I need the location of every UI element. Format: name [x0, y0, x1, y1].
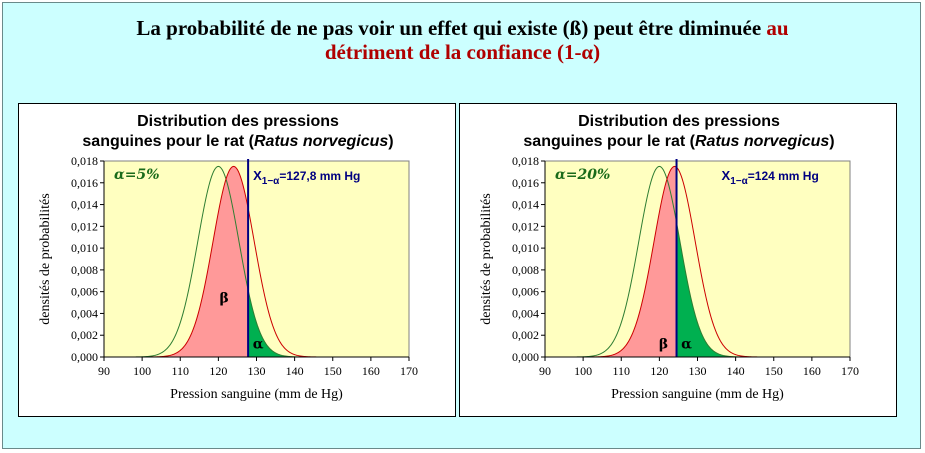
chart-title-part: sanguines pour le rat (	[82, 133, 254, 150]
chart-title-part: )	[388, 133, 393, 150]
x-tick-label: 140	[286, 364, 304, 378]
y-tick-label: 0,018	[512, 154, 539, 168]
critical-label-sub: 1−α	[262, 176, 280, 187]
alpha-level-label: α=5%	[114, 167, 160, 183]
critical-value-label: X1−α=127,8 mm Hg	[253, 168, 360, 187]
alpha-level-label: α=20%	[555, 167, 610, 183]
chart-title-line2: sanguines pour le rat (Ratus norvegicus)	[523, 133, 834, 150]
chart-title-line1: Distribution des pressions	[578, 113, 780, 130]
beta-area	[545, 166, 677, 357]
chart-title-part: )	[829, 133, 834, 150]
critical-label-x: X	[722, 168, 731, 183]
critical-label-value: =124 mm Hg	[748, 169, 819, 183]
beta-label: β	[219, 291, 228, 307]
chart-title-line2: sanguines pour le rat (Ratus norvegicus)	[82, 133, 393, 150]
y-tick-label: 0,006	[512, 285, 539, 299]
y-tick-label: 0,014	[71, 198, 98, 212]
x-axis-label: Pression sanguine (mm de Hg)	[611, 387, 784, 402]
title-line2: détriment de la confiance (1-α)	[324, 40, 601, 64]
y-tick-label: 0,016	[512, 176, 539, 190]
alpha-area	[676, 222, 850, 357]
x-tick-label: 90	[539, 364, 551, 378]
x-tick-label: 150	[765, 364, 783, 378]
x-tick-label: 140	[727, 364, 745, 378]
alpha-label: α	[253, 336, 264, 352]
alpha-label: α	[681, 336, 692, 352]
y-tick-label: 0,002	[71, 328, 98, 342]
x-tick-label: 160	[803, 364, 821, 378]
x-tick-label: 110	[171, 364, 189, 378]
x-tick-label: 100	[574, 364, 592, 378]
y-tick-label: 0,002	[512, 328, 539, 342]
alpha-area	[248, 289, 409, 357]
x-tick-label: 110	[612, 364, 630, 378]
beta-label: β	[659, 336, 668, 352]
x-tick-label: 90	[98, 364, 110, 378]
y-tick-label: 0,012	[512, 219, 539, 233]
y-tick-label: 0,004	[512, 306, 539, 320]
chart-panel-right: Distribution des pressions sanguines pour…	[459, 103, 897, 417]
x-tick-label: 170	[400, 364, 418, 378]
y-tick-label: 0,012	[71, 219, 98, 233]
x-tick-label: 120	[209, 364, 227, 378]
y-axis-label: densités de probabilités	[479, 193, 494, 324]
y-tick-label: 0,000	[512, 350, 539, 364]
x-tick-label: 150	[324, 364, 342, 378]
chart-svg: Distribution des pressions sanguines pour…	[38, 113, 418, 402]
x-axis-label: Pression sanguine (mm de Hg)	[170, 387, 343, 402]
y-tick-label: 0,018	[71, 154, 98, 168]
y-tick-label: 0,006	[71, 285, 98, 299]
chart-title-line1: Distribution des pressions	[137, 113, 339, 130]
chart-title-part: sanguines pour le rat (	[523, 133, 695, 150]
y-tick-label: 0,008	[512, 263, 539, 277]
title-line1: La probabilité de ne pas voir un effet q…	[136, 16, 762, 40]
x-tick-label: 130	[248, 364, 266, 378]
chart-title-species: Ratus norvegicus	[695, 133, 829, 150]
y-tick-label: 0,010	[71, 241, 98, 255]
chart-panel-left: Distribution des pressions sanguines pour…	[18, 103, 456, 417]
y-tick-label: 0,010	[512, 241, 539, 255]
beta-area	[104, 166, 249, 357]
y-tick-label: 0,008	[71, 263, 98, 277]
x-tick-label: 120	[650, 364, 668, 378]
chart-title-species: Ratus norvegicus	[254, 133, 388, 150]
x-tick-label: 130	[689, 364, 707, 378]
critical-label-value: =127,8 mm Hg	[279, 169, 360, 183]
chart-svg: Distribution des pressions sanguines pour…	[479, 113, 859, 402]
y-tick-label: 0,004	[71, 306, 98, 320]
x-tick-label: 160	[362, 364, 380, 378]
x-tick-label: 170	[841, 364, 859, 378]
x-tick-label: 100	[133, 364, 151, 378]
title-line1-red: au	[761, 16, 789, 40]
critical-label-sub: 1−α	[730, 176, 748, 187]
y-tick-label: 0,016	[71, 176, 98, 190]
critical-label-x: X	[253, 168, 262, 183]
y-tick-label: 0,000	[71, 350, 98, 364]
critical-value-label: X1−α=124 mm Hg	[722, 168, 819, 187]
y-tick-label: 0,014	[512, 198, 539, 212]
y-axis-label: densités de probabilités	[38, 193, 53, 324]
slide-title: La probabilité de ne pas voir un effet q…	[0, 16, 925, 64]
